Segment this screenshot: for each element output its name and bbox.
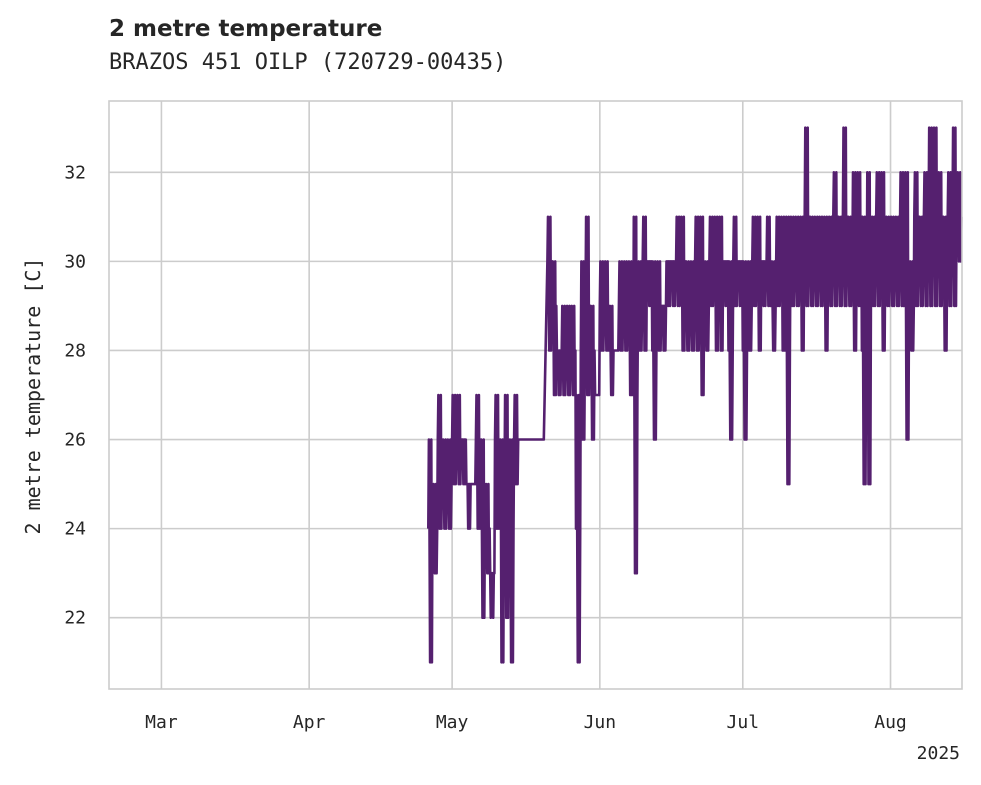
grid	[109, 101, 962, 689]
x-axis-offset-label: 2025	[917, 743, 960, 764]
x-tick-label: Jun	[584, 712, 617, 733]
y-tick-label: 24	[64, 519, 86, 540]
tick-labels: Mar Apr May Jun Jul Aug 22 24 26 28 30 32	[64, 162, 906, 733]
y-tick-label: 26	[64, 430, 86, 451]
x-tick-label: Jul	[727, 712, 760, 733]
chart-subtitle: BRAZOS 451 OILP (720729-00435)	[109, 50, 507, 75]
x-tick-label: Apr	[293, 712, 326, 733]
x-tick-label: Aug	[874, 712, 907, 733]
y-tick-label: 30	[64, 251, 86, 272]
chart-title: 2 metre temperature	[109, 16, 383, 42]
y-tick-label: 28	[64, 340, 86, 361]
x-tick-label: Mar	[145, 712, 178, 733]
y-tick-label: 32	[64, 162, 86, 183]
x-tick-label: May	[436, 712, 469, 733]
y-axis-label: 2 metre temperature [C]	[21, 258, 45, 535]
plot-frame	[108, 100, 963, 690]
y-tick-label: 22	[64, 608, 86, 629]
temperature-series-line	[427, 126, 963, 664]
